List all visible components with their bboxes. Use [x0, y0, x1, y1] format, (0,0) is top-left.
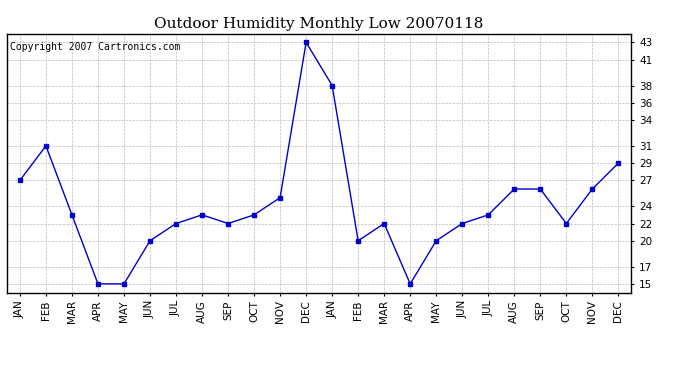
Title: Outdoor Humidity Monthly Low 20070118: Outdoor Humidity Monthly Low 20070118 — [155, 17, 484, 31]
Text: Copyright 2007 Cartronics.com: Copyright 2007 Cartronics.com — [10, 42, 180, 51]
